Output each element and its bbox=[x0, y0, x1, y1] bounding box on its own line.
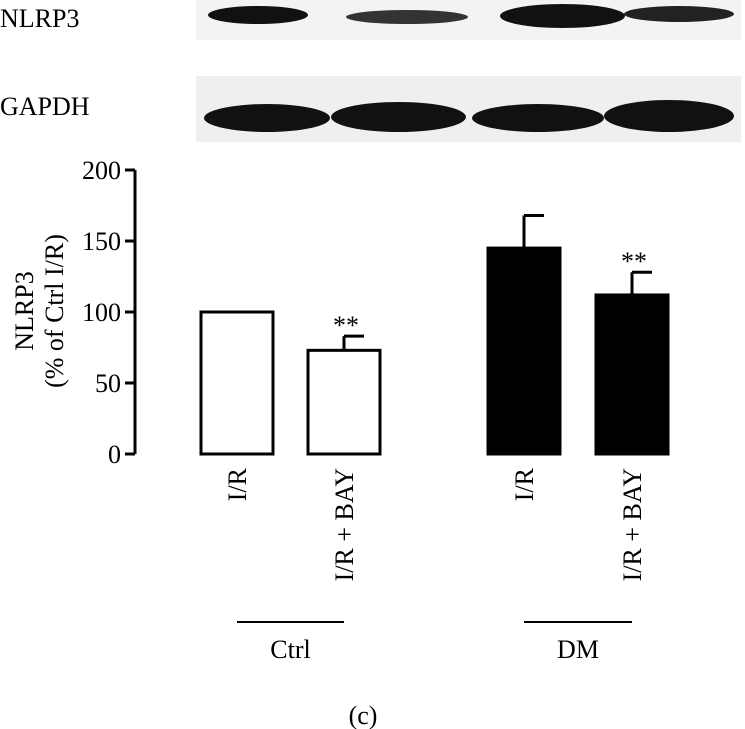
y-axis-label-line1: NLRP3 bbox=[10, 271, 39, 350]
bar bbox=[199, 310, 275, 456]
group-label: Ctrl bbox=[270, 635, 310, 664]
y-axis-label: NLRP3 (% of Ctrl I/R) bbox=[10, 234, 69, 388]
group-label: DM bbox=[557, 635, 599, 664]
significance-label: ** bbox=[333, 311, 359, 340]
panel-label: (c) bbox=[349, 701, 378, 729]
y-axis-label-line2: (% of Ctrl I/R) bbox=[40, 234, 69, 388]
x-tick-label: I/R + BAY bbox=[618, 468, 647, 582]
blot-band bbox=[604, 100, 734, 132]
blot-strip-nlrp3 bbox=[196, 0, 741, 40]
significance-label: ** bbox=[621, 247, 647, 276]
blot-band bbox=[331, 102, 466, 132]
bar bbox=[486, 246, 562, 456]
y-tick-label: 100 bbox=[82, 298, 121, 327]
x-tick-label: I/R bbox=[223, 467, 252, 501]
blot-band bbox=[204, 104, 330, 132]
blot-strip-gapdh bbox=[196, 76, 741, 142]
blot-band bbox=[500, 4, 625, 28]
blot-band bbox=[624, 6, 734, 22]
blot-band bbox=[472, 104, 604, 132]
y-tick-label: 200 bbox=[82, 156, 121, 185]
blot-label-gapdh: GAPDH bbox=[0, 92, 90, 121]
x-tick-label: I/R + BAY bbox=[330, 468, 359, 582]
y-tick-label: 50 bbox=[95, 369, 121, 398]
x-axis-labels: I/R I/R + BAY I/R I/R + BAY bbox=[223, 467, 647, 581]
bars: ** ** bbox=[199, 213, 670, 456]
x-tick-label: I/R bbox=[510, 467, 539, 501]
y-tick-label: 0 bbox=[108, 440, 121, 469]
blot-band bbox=[208, 6, 308, 24]
y-tick-label: 150 bbox=[82, 227, 121, 256]
group-labels: Ctrl DM bbox=[237, 621, 632, 664]
blot-label-nlrp3: NLRP3 bbox=[0, 4, 80, 33]
bar bbox=[594, 293, 670, 456]
y-axis: 0 50 100 150 200 bbox=[82, 156, 137, 469]
blot-band bbox=[346, 10, 468, 24]
bar bbox=[306, 348, 382, 456]
